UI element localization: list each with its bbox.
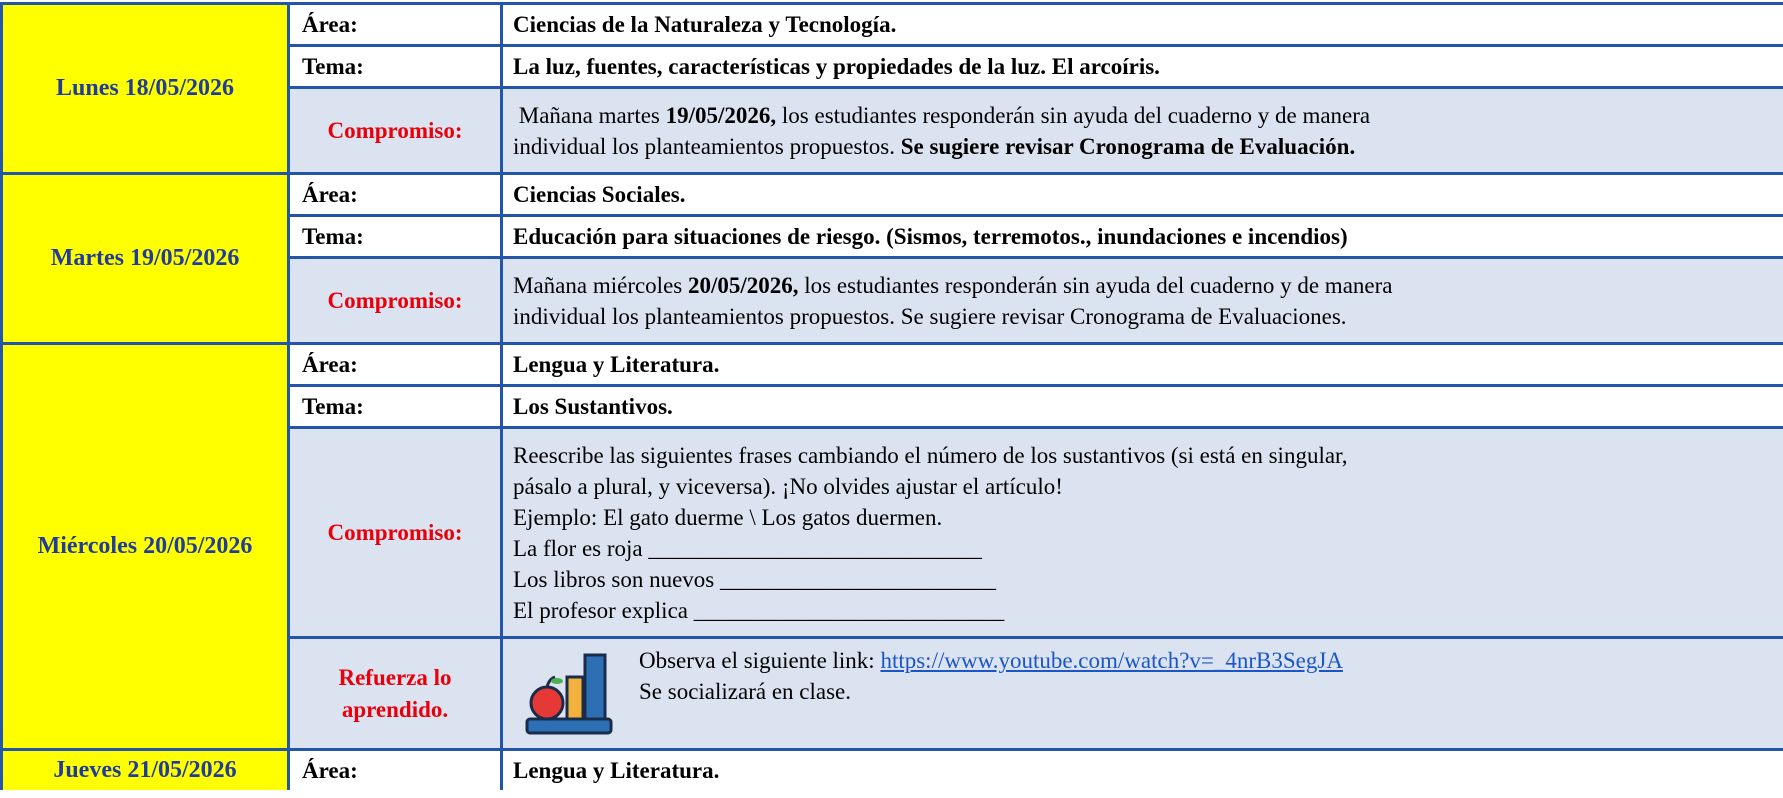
text-segment: Mañana martes [513,102,666,128]
text-segment: Ciencias Sociales. [513,182,686,207]
label-text: Tema: [302,223,364,249]
row-label: Compromiso: [287,256,500,342]
label-text: Compromiso: [327,117,463,143]
row-label: Tema: [287,44,500,86]
day-label: Lunes 18/05/2026 [55,75,235,101]
label-text: Tema: [302,53,364,79]
day-label: Martes 19/05/2026 [50,245,240,271]
day-label: Jueves 21/05/2026 [53,757,237,783]
row-label: Compromiso: [287,86,500,172]
row-label: Tema: [287,214,500,256]
row-content: La luz, fuentes, características y propi… [500,44,1783,86]
text-line: La luz, fuentes, características y propi… [503,51,1783,82]
text-segment: 19/05/2026, [665,102,777,128]
text-line: individual los planteamientos propuestos… [503,131,1783,162]
label-text: Refuerza lo [338,664,452,690]
day-cell: Lunes 18/05/2026 [0,2,287,172]
link[interactable]: https://www.youtube.com/watch?v=_4nrB3Se… [880,648,1343,673]
text-segment: Los Sustantivos. [513,394,673,419]
text-line: Ejemplo: El gato duerme \ Los gatos duer… [503,502,1783,533]
text-segment: El profesor explica ____________________… [513,597,1005,623]
row-label: Refuerza lo aprendido. [287,636,500,748]
text-segment: los estudiantes responderán sin ayuda de… [776,102,1371,128]
label-text: Compromiso: [327,519,463,545]
row-content: Educación para situaciones de riesgo. (S… [500,214,1783,256]
row-label: Compromiso: [287,426,500,636]
label-text: Compromiso: [327,287,463,313]
row-label: Área: [287,172,500,214]
text-line: pásalo a plural, y viceversa). ¡No olvid… [503,471,1783,502]
text-line: Educación para situaciones de riesgo. (S… [503,221,1783,252]
text-segment: los estudiantes responderán sin ayuda de… [798,272,1393,298]
row-content: Mañana martes 19/05/2026, los estudiante… [500,86,1783,172]
text-line: La flor es roja ________________________… [503,533,1783,564]
text-line: Se socializará en clase. [623,676,1783,707]
row-label: Área: [287,748,500,790]
row-label: Área: [287,342,500,384]
text-segment: Reescribe las siguientes frases cambiand… [513,442,1348,468]
text-line: El profesor explica ____________________… [503,595,1783,626]
text-line: Mañana miércoles 20/05/2026, los estudia… [503,270,1783,301]
text-line: Ciencias de la Naturaleza y Tecnología. [503,9,1783,40]
label-text: Área: [302,181,358,207]
label-text: Área: [302,11,358,37]
text-segment: Observa el siguiente link: [639,648,881,673]
text-segment: Mañana miércoles [513,272,688,298]
day-label: Miércoles 20/05/2026 [37,533,253,559]
text-segment: Lengua y Literatura. [513,758,720,783]
text-segment: Se socializará en clase. [639,679,851,704]
text-segment: La luz, fuentes, características y propi… [513,54,1160,79]
text-segment: pásalo a plural, y viceversa). ¡No olvid… [513,473,1063,499]
text-segment: Ejemplo: El gato duerme \ Los gatos duer… [513,504,943,530]
row-content: Ciencias de la Naturaleza y Tecnología. [500,2,1783,44]
row-content: Mañana miércoles 20/05/2026, los estudia… [500,256,1783,342]
row-content: Ciencias Sociales. [500,172,1783,214]
label-text: Tema: [302,393,364,419]
row-content: Lengua y Literatura. [500,748,1783,790]
text-segment: individual los planteamientos propuestos… [513,303,1347,329]
label-text: aprendido. [341,696,449,722]
text-segment: Educación para situaciones de riesgo. (S… [513,224,1348,249]
text-line: Mañana martes 19/05/2026, los estudiante… [503,100,1783,131]
text-segment: Ciencias de la Naturaleza y Tecnología. [513,12,897,37]
day-cell: Jueves 21/05/2026 [0,748,287,790]
text-line: Los Sustantivos. [503,391,1783,422]
row-content: Lengua y Literatura. [500,342,1783,384]
text-line: Reescribe las siguientes frases cambiand… [503,440,1783,471]
text-segment: Los libros son nuevos __________________… [513,566,996,592]
text-line: Ciencias Sociales. [503,179,1783,210]
row-content: Los Sustantivos. [500,384,1783,426]
row-content: Observa el siguiente link: https://www.y… [500,636,1783,748]
text-segment: 20/05/2026, [687,272,799,298]
text-segment: individual los planteamientos propuestos… [513,133,901,159]
label-text: Área: [302,351,358,377]
text-segment: Lengua y Literatura. [513,352,720,377]
books-icon [525,653,613,735]
text-line: Los libros son nuevos __________________… [503,564,1783,595]
day-cell: Miércoles 20/05/2026 [0,342,287,748]
text-segment: La flor es roja ________________________… [513,535,982,561]
text-line: Observa el siguiente link: https://www.y… [623,645,1783,676]
day-cell: Martes 19/05/2026 [0,172,287,342]
row-label: Área: [287,2,500,44]
row-label: Tema: [287,384,500,426]
row-content: Reescribe las siguientes frases cambiand… [500,426,1783,636]
text-line: Lengua y Literatura. [503,755,1783,786]
text-line: Lengua y Literatura. [503,349,1783,380]
text-line: individual los planteamientos propuestos… [503,301,1783,332]
label-text: Área: [302,757,358,783]
text-segment: Se sugiere revisar Cronograma de Evaluac… [900,133,1356,159]
